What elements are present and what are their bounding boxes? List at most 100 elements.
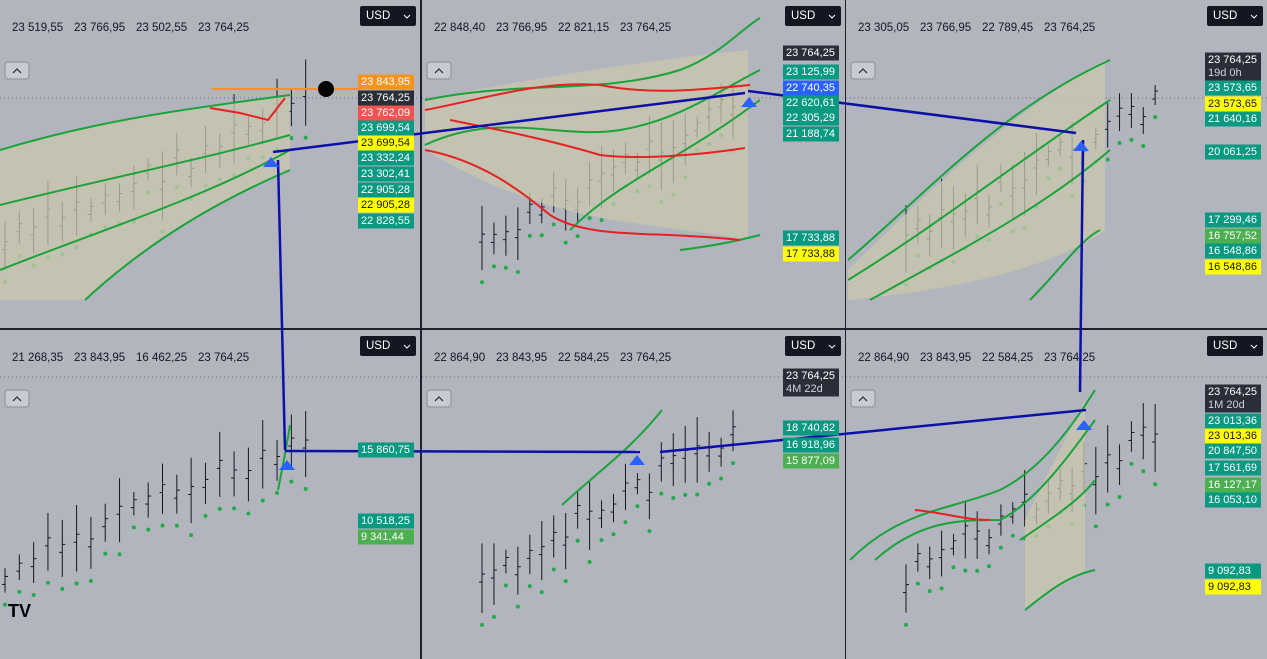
collapse-button[interactable]: [4, 61, 30, 80]
collapse-button[interactable]: [4, 389, 30, 408]
sar-dot: [719, 476, 724, 481]
price-label-bg: [358, 442, 414, 458]
ohlc-value: 16 462,25: [136, 352, 187, 364]
currency[interactable]: USD: [366, 340, 390, 352]
price-label: 16 053,10: [1208, 494, 1257, 506]
sar-dot: [303, 135, 308, 140]
price-label-bg: [783, 246, 839, 262]
currency[interactable]: USD: [366, 10, 390, 22]
sar-dot: [503, 583, 508, 588]
sar-dot: [174, 523, 179, 528]
sar-dot: [1153, 115, 1158, 120]
chart-panel: 22 864,90 23 843,95 22 584,25 23 764,25 USD: [422, 330, 845, 659]
shade: [0, 95, 290, 300]
ohlc-value: 23 843,95: [496, 352, 547, 364]
sar-dot: [480, 280, 484, 285]
band: [847, 99, 1111, 281]
price-label: 17 733,88: [786, 248, 835, 260]
sar-dot: [203, 513, 208, 518]
currency-button[interactable]: [360, 6, 416, 26]
band: [424, 69, 761, 146]
sar-dot: [915, 581, 920, 586]
red-line: [449, 119, 746, 159]
currency-button[interactable]: [1207, 336, 1263, 356]
price-label: 22 828,55: [361, 215, 410, 227]
trend-line: [659, 408, 1087, 454]
red-line: [914, 509, 991, 521]
price-label: 15 860,75: [361, 444, 410, 456]
currency[interactable]: USD: [1213, 340, 1237, 352]
price-label-bg: [783, 126, 839, 142]
band: [874, 419, 1096, 561]
sar-dot: [527, 584, 532, 589]
currency-button[interactable]: [785, 336, 841, 356]
collapse-button[interactable]: [850, 61, 876, 80]
ohlc-value: 23 766,95: [496, 22, 547, 34]
price-label-bg: [1205, 384, 1261, 413]
band: [0, 94, 291, 151]
sar-dot: [17, 589, 22, 594]
countdown: 1M 20d: [1208, 399, 1245, 411]
countdown: 4M 22d: [786, 383, 823, 395]
trend-line: [272, 91, 746, 154]
sar-dot: [275, 490, 280, 495]
ohlc-value: 21 268,35: [12, 352, 63, 364]
sar-dot: [303, 486, 308, 491]
price-label: 23 573,65: [1208, 82, 1257, 94]
sar-dot: [74, 581, 79, 586]
price-label-bg: [783, 64, 839, 80]
sar-dot: [539, 233, 544, 238]
trend-line: [1078, 139, 1085, 393]
currency[interactable]: USD: [791, 10, 815, 22]
price-label: 9 341,44: [361, 531, 404, 543]
currency-button[interactable]: [1207, 6, 1263, 26]
sar-dot: [951, 565, 956, 570]
price-label: 20 061,25: [1208, 146, 1257, 158]
price-label-bg: [358, 213, 414, 229]
band: [569, 99, 761, 231]
sar-dot: [289, 479, 294, 484]
sar-dot: [1141, 143, 1146, 148]
collapse-button[interactable]: [426, 389, 452, 408]
sar-dot: [599, 218, 604, 223]
sar-dot: [647, 529, 652, 534]
panel-bg: [422, 330, 845, 659]
price-label-bg: [1205, 243, 1261, 259]
price-label-bg: [783, 110, 839, 126]
price-label-bg: [1205, 443, 1261, 459]
price-label-bg: [1205, 52, 1261, 81]
sar-dot: [998, 545, 1003, 550]
price-label-bg: [358, 513, 414, 529]
currency-button[interactable]: [360, 336, 416, 356]
price-label-bg: [1205, 212, 1261, 228]
signal: [1076, 420, 1092, 430]
sar-dot: [587, 216, 592, 221]
collapse-icon: [12, 396, 22, 402]
sar-dot: [1153, 482, 1158, 487]
sar-dot: [3, 602, 7, 607]
currency[interactable]: USD: [1213, 10, 1237, 22]
collapse-button[interactable]: [850, 389, 876, 408]
sar-dot: [623, 520, 628, 525]
sar-dot: [563, 579, 568, 584]
sar-dot: [189, 533, 194, 538]
trend-line: [276, 159, 287, 451]
currency-button[interactable]: [785, 6, 841, 26]
price-label: 23 013,36: [1208, 430, 1257, 442]
price-label-bg: [1205, 111, 1261, 127]
ohlc-value: 22 584,25: [982, 352, 1033, 364]
price-label: 21 640,16: [1208, 113, 1257, 125]
sar-dot: [60, 586, 65, 591]
collapse-button[interactable]: [426, 61, 452, 80]
ohlc-value: 22 864,90: [858, 352, 909, 364]
sar-dot: [671, 496, 676, 501]
price-label: 22 620,61: [786, 97, 835, 109]
red-line: [424, 83, 751, 111]
chevron: [403, 344, 411, 349]
price-label: 16 548,86: [1208, 261, 1257, 273]
price-label-bg: [1205, 96, 1261, 112]
price-label: 22 305,29: [786, 112, 835, 124]
currency[interactable]: USD: [791, 340, 815, 352]
price-label-bg: [358, 135, 414, 151]
